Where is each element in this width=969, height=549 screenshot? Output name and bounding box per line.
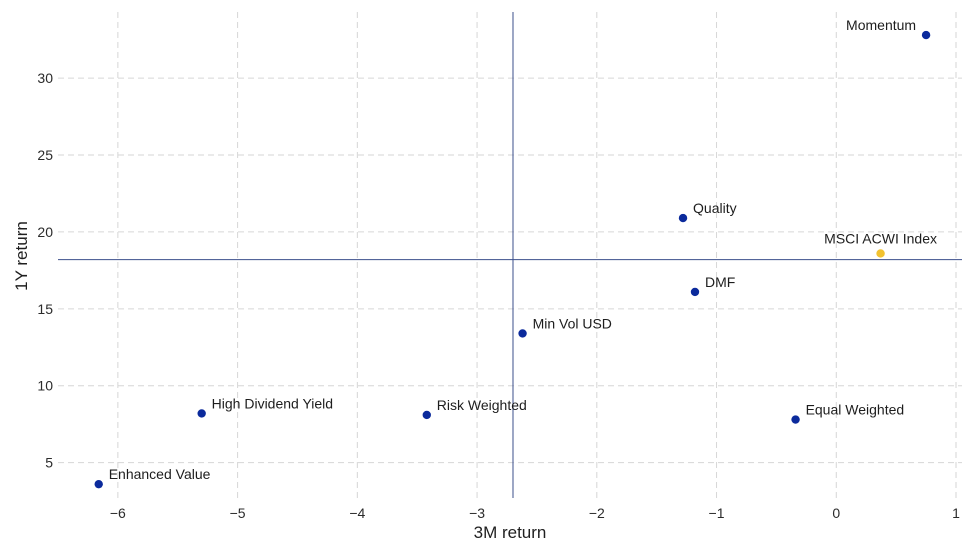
data-point (876, 249, 885, 258)
y-tick-label: 25 (37, 147, 53, 163)
y-tick-label: 5 (45, 455, 53, 471)
y-tick-label: 15 (37, 301, 53, 317)
point-labels: Momentum Quality MSCI ACWI Index DMF Min Vol… (109, 17, 937, 482)
data-point (791, 415, 800, 424)
y-axis-title: 1Y return (12, 221, 31, 291)
x-tick-label: −4 (349, 505, 365, 521)
point-label: Momentum (846, 17, 916, 33)
point-label: Equal Weighted (806, 402, 905, 418)
data-point (94, 479, 103, 489)
point-label: Min Vol USD (533, 315, 612, 331)
x-tick-label: 1 (952, 505, 960, 521)
x-tick-label: −3 (469, 505, 485, 521)
point-label: High Dividend Yield (212, 395, 333, 411)
y-tick-label: 10 (37, 378, 53, 394)
point-label: DMF (705, 274, 735, 290)
x-tick-label: −5 (230, 505, 246, 521)
x-tick-label: −2 (589, 505, 605, 521)
reference-lines (58, 12, 962, 498)
gridlines (58, 12, 962, 498)
point-label: Quality (693, 200, 737, 216)
x-tick-label: −1 (709, 505, 725, 521)
point-label: Enhanced Value (109, 466, 211, 482)
data-point (678, 213, 688, 223)
y-tick-label: 20 (37, 224, 53, 240)
point-label: Risk Weighted (437, 397, 527, 413)
x-axis-title: 3M return (474, 523, 547, 542)
data-points (94, 30, 931, 489)
data-point (921, 30, 931, 40)
data-point (197, 409, 206, 418)
data-point (690, 287, 700, 297)
y-tick-label: 30 (37, 70, 53, 86)
data-point (518, 329, 527, 338)
point-label: MSCI ACWI Index (824, 230, 937, 246)
data-point (422, 410, 431, 420)
x-tick-label: −6 (110, 505, 126, 521)
x-tick-label: 0 (832, 505, 840, 521)
